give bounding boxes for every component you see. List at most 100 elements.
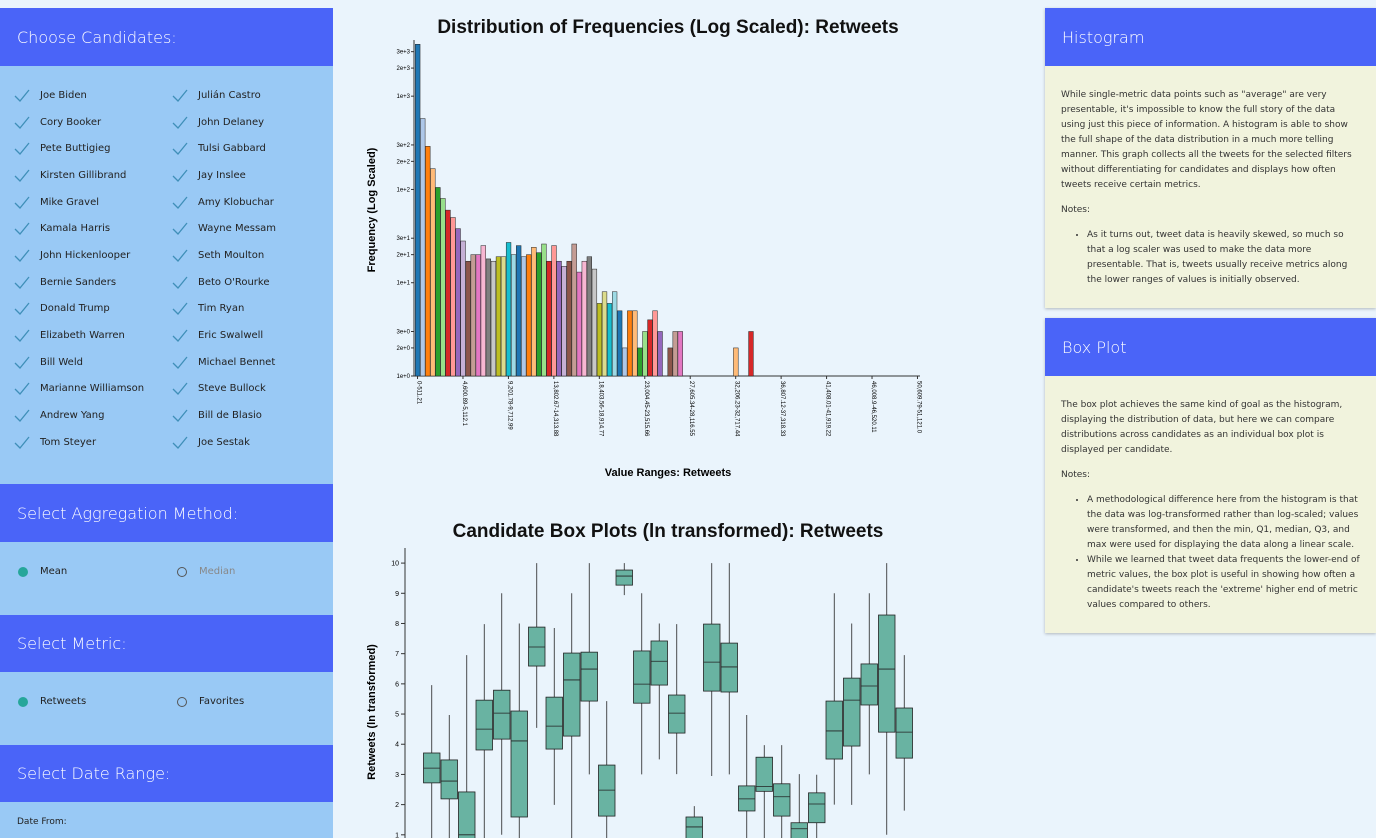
box (528, 626, 546, 667)
candidate-label[interactable]: Elizabeth Warren (40, 330, 125, 342)
candidate-label[interactable]: Bill Weld (40, 356, 83, 368)
checkbox[interactable] (14, 116, 30, 130)
candidate-label[interactable]: Eric Swalwell (198, 330, 264, 342)
checkbox[interactable] (14, 382, 30, 396)
checkbox[interactable] (14, 302, 30, 316)
checkbox[interactable] (172, 302, 188, 316)
candidate-label[interactable]: John Delaney (198, 116, 265, 128)
bar (415, 44, 421, 377)
candidate-label[interactable]: Bernie Sanders (40, 276, 117, 288)
candidate-label[interactable]: Kamala Harris (40, 223, 111, 235)
candidate-label[interactable]: Joe Biden (40, 90, 87, 101)
x-tick-label: 9,201.78-9,712.99 (506, 381, 512, 430)
candidate-label[interactable]: Tom Steyer (40, 436, 97, 448)
checkbox[interactable] (14, 409, 30, 423)
checkbox[interactable] (14, 329, 30, 343)
candidate-label[interactable]: Julián Castro (198, 90, 261, 101)
checkbox[interactable] (14, 196, 30, 210)
checkbox[interactable] (172, 116, 188, 130)
candidate-label[interactable]: Tulsi Gabbard (198, 143, 266, 155)
box (790, 822, 808, 838)
box (563, 652, 581, 737)
radio-label[interactable]: Favorites (199, 696, 245, 707)
box (720, 642, 738, 693)
candidate-label[interactable]: Donald Trump (40, 303, 110, 315)
candidate-label[interactable]: Andrew Yang (40, 410, 105, 422)
radio-label[interactable]: Median (199, 566, 236, 577)
checkbox[interactable] (172, 142, 188, 156)
candidate-label[interactable]: John Hickenlooper (40, 250, 131, 262)
bar (430, 168, 436, 377)
checkbox[interactable] (172, 276, 188, 290)
candidate-label[interactable]: Joe Sestak (198, 436, 250, 448)
radio[interactable] (18, 697, 28, 707)
checkbox[interactable] (172, 436, 188, 450)
y-tick-label: 3e+2 (396, 143, 410, 149)
section-header: Select Aggregation Method: (0, 484, 333, 542)
checkbox[interactable] (172, 356, 188, 370)
bar (551, 245, 557, 377)
radio[interactable] (177, 567, 187, 577)
bar (632, 310, 638, 377)
bar (606, 303, 613, 377)
candidate-label[interactable]: Michael Bennet (198, 356, 276, 368)
checkbox[interactable] (172, 196, 188, 210)
candidate-label[interactable]: Tim Ryan (198, 303, 245, 315)
checkbox[interactable] (14, 222, 30, 236)
radio-label[interactable]: Mean (40, 566, 68, 577)
bar (627, 310, 633, 377)
checkbox[interactable] (14, 356, 30, 370)
y-tick-label: 7 (395, 651, 399, 658)
bar (622, 347, 628, 377)
card-body: The box plot achieves the same kind of g… (1045, 376, 1376, 613)
y-tick-label: 2e+1 (396, 253, 410, 259)
checkbox[interactable] (172, 169, 188, 183)
checkbox[interactable] (14, 169, 30, 183)
x-tick-label: 27,605.34-28,116.55 (688, 381, 694, 437)
y-tick-label: 3e+3 (396, 50, 410, 56)
candidate-label[interactable]: Jay Inslee (198, 170, 246, 181)
notes-list: A methodological difference here from th… (1061, 493, 1360, 613)
y-tick-label: 1 (395, 832, 399, 838)
candidate-label[interactable]: Kirsten Gillibrand (40, 170, 127, 181)
candidate-label[interactable]: Wayne Messam (198, 223, 277, 235)
bar (677, 331, 683, 377)
box (580, 651, 598, 702)
checkbox[interactable] (14, 436, 30, 450)
bar (500, 256, 507, 377)
y-tick-label: 2e+2 (396, 159, 410, 165)
checkbox[interactable] (172, 89, 188, 103)
bar (596, 303, 603, 377)
checkbox[interactable] (14, 89, 30, 103)
y-tick-label: 1e+3 (396, 94, 410, 100)
checkmark (172, 222, 188, 236)
radio-label[interactable]: Retweets (40, 696, 87, 707)
checkbox[interactable] (172, 382, 188, 396)
candidate-label[interactable]: Cory Booker (40, 116, 102, 128)
candidate-label[interactable]: Bill de Blasio (198, 410, 262, 422)
bar (657, 331, 663, 377)
section-header: Select Metric: (0, 615, 333, 672)
checkbox[interactable] (14, 276, 30, 290)
radio[interactable] (177, 697, 187, 707)
checkbox[interactable] (172, 329, 188, 343)
candidate-label[interactable]: Mike Gravel (40, 196, 100, 208)
bar (576, 271, 582, 377)
checkbox[interactable] (172, 222, 188, 236)
radio[interactable] (18, 567, 28, 577)
checkbox[interactable] (172, 249, 188, 263)
bar (652, 310, 658, 377)
candidate-label[interactable]: Pete Buttigieg (40, 143, 111, 155)
section-header: Choose Candidates: (0, 8, 333, 66)
candidate-label[interactable]: Seth Moulton (198, 250, 265, 262)
candidate-label[interactable]: Marianne Williamson (40, 383, 145, 395)
candidate-label[interactable]: Amy Klobuchar (198, 196, 274, 208)
checkbox[interactable] (172, 409, 188, 423)
checkbox[interactable] (14, 249, 30, 263)
bar (561, 266, 567, 377)
bar (748, 331, 754, 377)
candidate-label[interactable]: Steve Bullock (198, 383, 266, 395)
y-tick-label: 5 (395, 712, 399, 719)
checkbox[interactable] (14, 142, 30, 156)
candidate-label[interactable]: Beto O'Rourke (198, 276, 270, 288)
